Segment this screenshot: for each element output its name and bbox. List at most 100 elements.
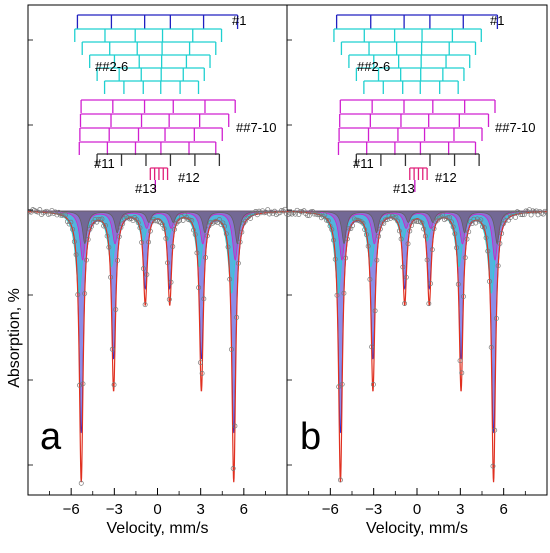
y-axis-label: Absorption, %: [6, 288, 23, 388]
data-point: [315, 212, 321, 218]
data-point: [362, 227, 368, 233]
data-point: [222, 223, 227, 229]
data-point: [402, 301, 408, 306]
data-point: [447, 215, 453, 221]
x-tick-label: −3: [365, 501, 382, 518]
data-point: [339, 381, 345, 387]
data-point: [234, 314, 240, 320]
data-point: [464, 236, 470, 242]
data-point: [203, 255, 209, 260]
data-point: [370, 382, 376, 387]
component-label: #11: [94, 156, 115, 171]
data-point: [116, 234, 122, 240]
data-point: [227, 276, 233, 282]
stick-11: [355, 153, 480, 166]
data-point: [159, 222, 165, 227]
data-point: [369, 344, 375, 350]
data-point: [331, 237, 336, 243]
x-tick-label: 0: [153, 501, 161, 518]
component-label: ##7-10: [236, 120, 276, 135]
data-point: [106, 244, 112, 250]
data-point: [166, 296, 172, 302]
data-point: [147, 228, 153, 234]
data-point: [308, 209, 314, 215]
x-tick-label: −6: [63, 501, 80, 518]
data-point: [329, 227, 335, 232]
data-point: [172, 226, 177, 232]
data-point: [421, 226, 427, 232]
data-point: [455, 281, 461, 287]
fit-envelope-line: [287, 211, 547, 483]
component-fill-magenta: [28, 210, 287, 261]
component-label: #12: [178, 170, 200, 185]
data-point: [163, 235, 169, 241]
data-point: [70, 226, 76, 232]
data-point: [422, 233, 428, 239]
data-point: [419, 220, 425, 226]
component-fill-blue: [287, 210, 547, 434]
data-point: [511, 210, 517, 216]
data-point: [61, 211, 67, 217]
data-point: [372, 308, 378, 314]
stick-2-6: [348, 54, 471, 68]
stick-2-6: [363, 80, 459, 94]
data-point: [135, 220, 141, 226]
data-point: [146, 239, 152, 245]
data-point: [230, 465, 236, 471]
fit-envelope-line: [28, 211, 287, 483]
data-point: [337, 477, 343, 483]
stick-7-10: [80, 99, 236, 113]
stick-2-6: [74, 28, 223, 42]
data-point: [426, 301, 432, 307]
data-point: [403, 274, 409, 280]
component-label: #12: [435, 170, 457, 185]
x-axis-label: Velocity, mm/s: [366, 520, 468, 537]
data-point: [246, 214, 252, 220]
data-point: [492, 427, 498, 433]
data-point: [89, 223, 95, 229]
panel-a: −6 −3 0 3 6 Velocity, mm/s a #1 ##2-6 ##7-10 #11 #1…: [27, 13, 288, 537]
data-point: [407, 228, 413, 234]
component-label: #13: [393, 181, 415, 196]
x-tick-label: −3: [106, 501, 123, 518]
component-label: #1: [490, 13, 504, 28]
data-point: [518, 212, 524, 217]
data-point: [509, 210, 515, 216]
data-point: [497, 241, 503, 246]
data-point: [533, 208, 539, 214]
data-point: [78, 480, 84, 486]
data-point: [229, 346, 234, 352]
component-label: ##2-6: [357, 59, 390, 74]
data-point: [113, 307, 119, 312]
stick-7-10: [337, 141, 477, 155]
data-point: [341, 290, 347, 296]
data-point: [513, 214, 518, 220]
data-point: [428, 281, 434, 286]
data-point: [488, 344, 494, 350]
data-point: [104, 233, 110, 239]
data-point: [466, 229, 472, 235]
data-point: [499, 230, 505, 236]
x-tick-label: 3: [196, 501, 204, 518]
data-point: [223, 231, 229, 237]
data-point: [196, 285, 202, 291]
data-point: [445, 215, 451, 221]
data-point: [170, 244, 176, 249]
data-point: [83, 257, 89, 263]
data-point: [424, 257, 430, 263]
data-point: [237, 239, 243, 245]
x-axis-label: Velocity, mm/s: [107, 520, 209, 537]
data-point: [544, 210, 547, 215]
x-tick-label: 0: [413, 501, 421, 518]
data-point: [487, 278, 492, 284]
data-point: [363, 232, 369, 238]
data-point: [409, 223, 414, 228]
data-point: [282, 206, 287, 212]
data-point: [216, 216, 222, 222]
data-point: [502, 218, 508, 224]
stick-2-6: [355, 67, 465, 81]
data-point: [191, 227, 196, 233]
plot-frames: [27, 4, 548, 496]
stick-2-6: [333, 28, 482, 42]
